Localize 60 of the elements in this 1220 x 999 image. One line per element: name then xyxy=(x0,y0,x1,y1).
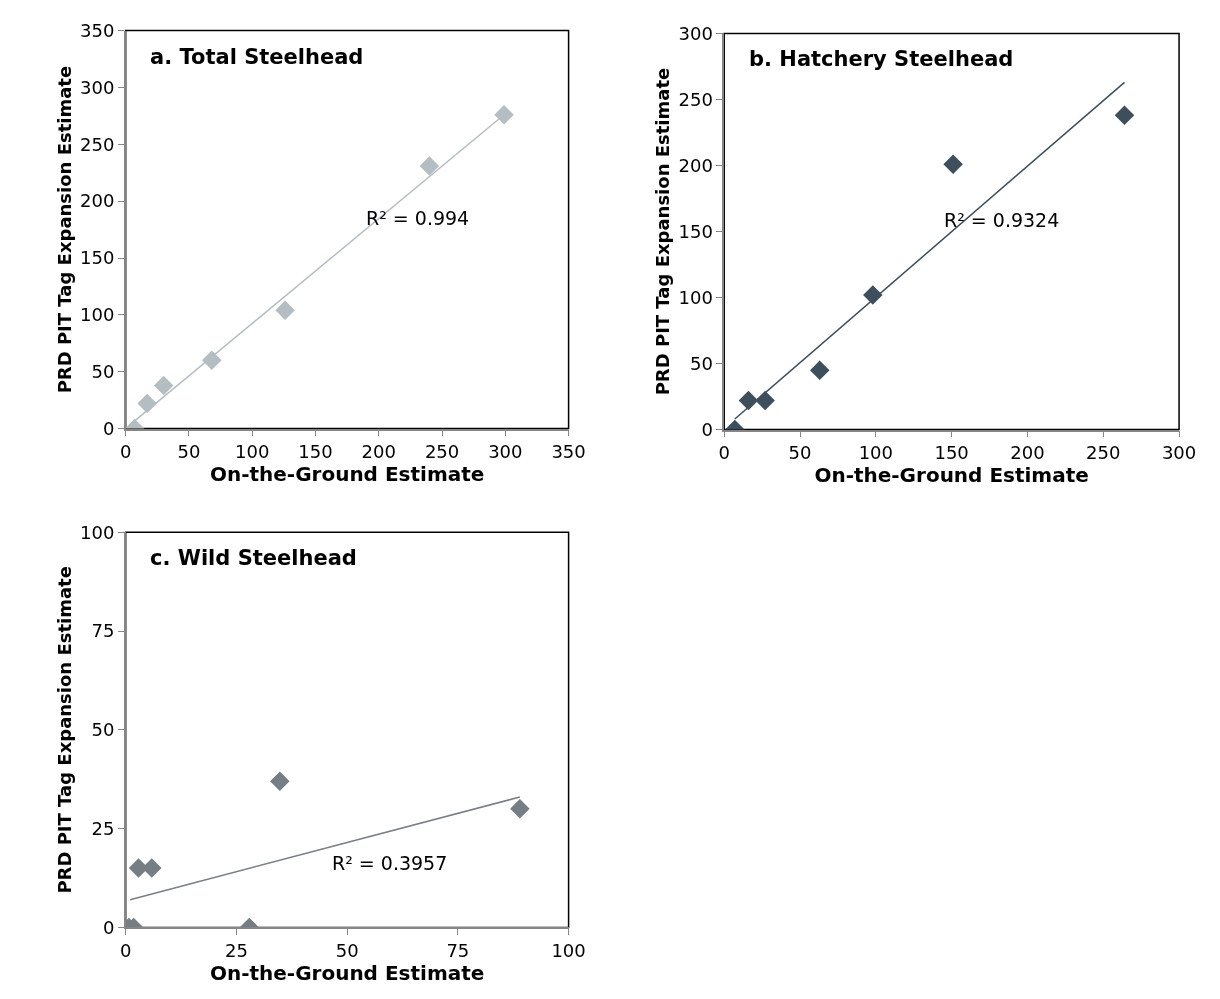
y-axis-title: PRD PIT Tag Expansion Estimate xyxy=(53,65,75,394)
y-tick-label: 150 xyxy=(678,220,713,242)
x-tick-label: 250 xyxy=(1086,441,1121,463)
point xyxy=(494,104,514,125)
y-tick-label: 150 xyxy=(79,247,115,269)
point xyxy=(755,390,775,411)
y-tick-label: 50 xyxy=(91,361,115,383)
annotation: R² = 0.3957 xyxy=(332,852,448,874)
x-tick-label: 350 xyxy=(551,440,586,462)
y-tick-label: 75 xyxy=(91,620,115,642)
annotation: R² = 0.9324 xyxy=(944,209,1060,231)
x-tick-label: 75 xyxy=(446,939,470,961)
y-tick-label: 250 xyxy=(79,133,115,155)
x-tick-label: 100 xyxy=(235,440,270,462)
annotation: R² = 0.994 xyxy=(366,207,470,229)
point xyxy=(1114,105,1135,126)
x-tick-label: 0 xyxy=(718,441,730,463)
x-tick-label: 50 xyxy=(788,441,812,463)
x-tick-label: 200 xyxy=(1010,441,1045,463)
y-tick-label: 0 xyxy=(102,417,115,439)
text: b. Hatchery Steelhead xyxy=(749,47,1014,71)
y-tick-label: 100 xyxy=(678,286,713,308)
y-tick-label: 0 xyxy=(102,916,115,938)
x-tick-label: 100 xyxy=(551,939,586,961)
y-tick-label: 100 xyxy=(79,521,115,543)
x-tick-label: 0 xyxy=(119,939,132,961)
point xyxy=(943,154,963,174)
y-tick-label: 25 xyxy=(91,817,115,839)
y-tick-label: 100 xyxy=(79,304,115,326)
x-tick-label: 300 xyxy=(1161,441,1197,463)
y-tick-label: 50 xyxy=(91,719,115,741)
x-tick-label: 100 xyxy=(858,441,893,463)
x-tick-label: 50 xyxy=(177,440,201,462)
point xyxy=(153,375,174,396)
x-axis-title: On-the-Ground Estimate xyxy=(209,461,485,486)
y-tick-label: 300 xyxy=(79,76,115,98)
x-tick-label: 0 xyxy=(119,440,132,462)
y-tick-label: 0 xyxy=(701,418,713,440)
text: a. Total Steelhead xyxy=(150,45,364,69)
x-axis-title: On-the-Ground Estimate xyxy=(814,462,1089,487)
y-tick-label: 50 xyxy=(689,352,713,374)
x-tick-label: 150 xyxy=(298,440,333,462)
y-tick-label: 350 xyxy=(79,19,115,41)
y-tick-label: 200 xyxy=(79,190,115,212)
y-tick-label: 200 xyxy=(678,154,713,176)
x-tick-label: 250 xyxy=(424,440,460,462)
x-axis-title: On-the-Ground Estimate xyxy=(209,960,485,985)
x-tick-label: 150 xyxy=(934,441,969,463)
x-tick-label: 50 xyxy=(335,939,359,961)
point xyxy=(419,156,440,176)
x-tick-label: 200 xyxy=(361,440,396,462)
y-axis-title: PRD PIT Tag Expansion Estimate xyxy=(53,566,75,894)
y-tick-label: 300 xyxy=(678,22,713,44)
x-tick-label: 25 xyxy=(224,939,248,961)
y-axis-title: PRD PIT Tag Expansion Estimate xyxy=(652,67,674,396)
point xyxy=(809,360,830,380)
y-tick-label: 250 xyxy=(678,88,713,110)
x-tick-label: 300 xyxy=(488,440,523,462)
text: c. Wild Steelhead xyxy=(150,546,357,570)
point xyxy=(275,300,295,321)
